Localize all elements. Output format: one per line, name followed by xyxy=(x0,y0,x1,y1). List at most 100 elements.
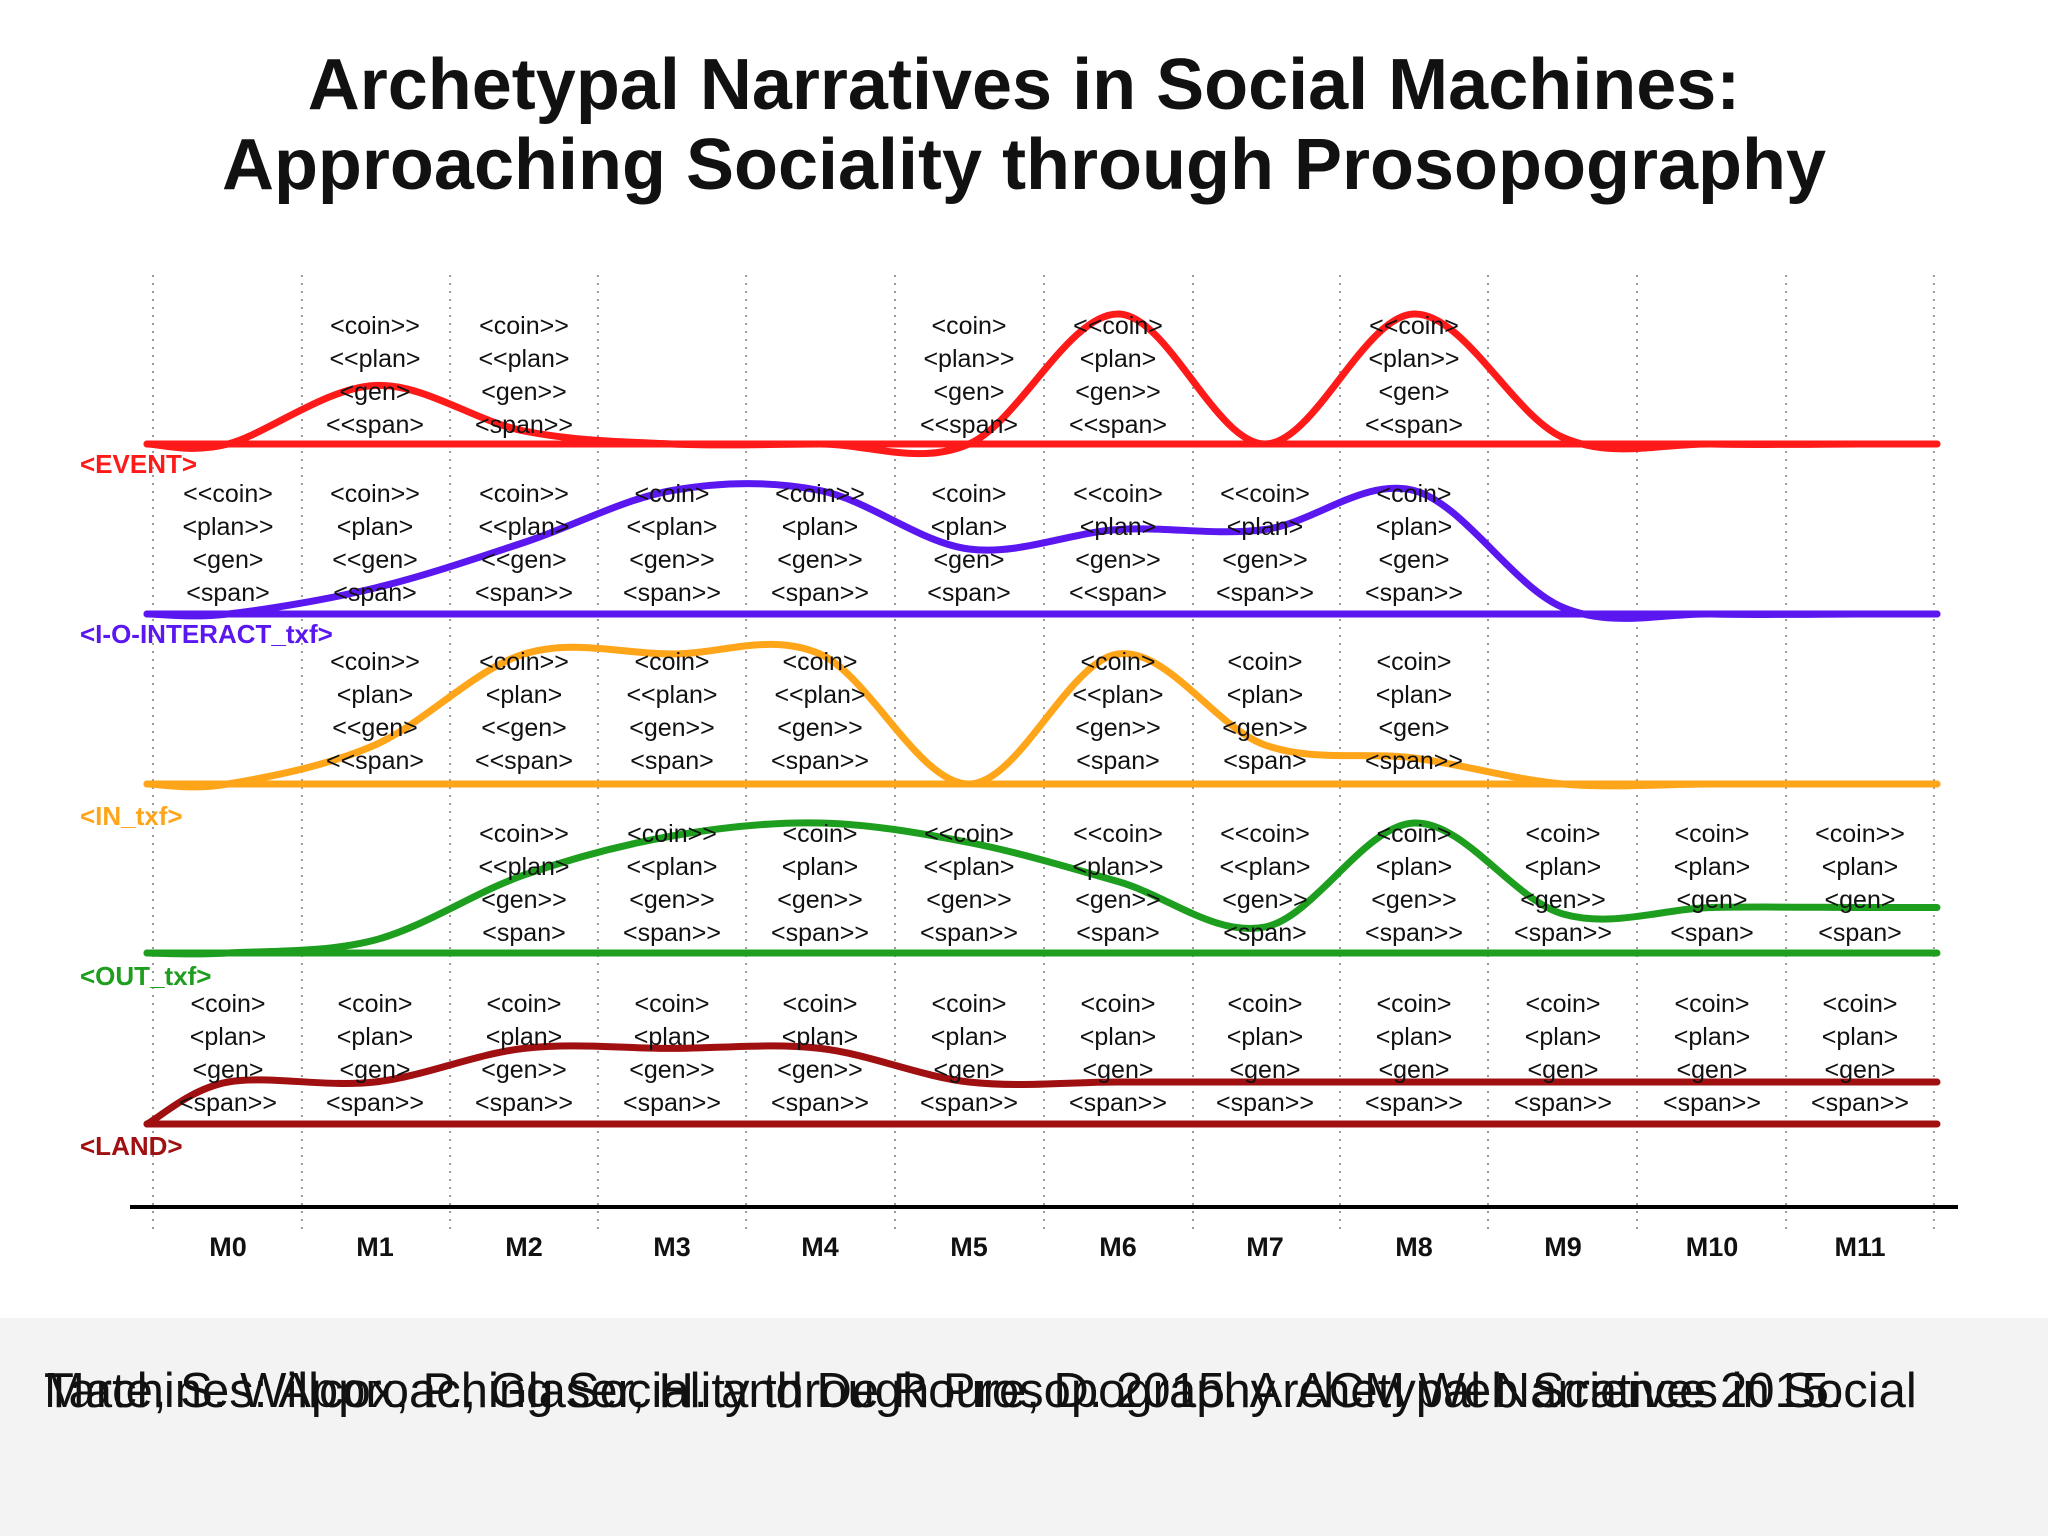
series-name: <I-O-INTERACT_txf> xyxy=(80,619,333,649)
point-label: <span>> xyxy=(1069,1089,1167,1117)
x-tick-label: M5 xyxy=(950,1232,988,1262)
point-label: <span>> xyxy=(1365,1089,1463,1117)
x-tick-label: M7 xyxy=(1246,1232,1284,1262)
point-label: <coin>> xyxy=(479,820,569,848)
point-label: <<span> xyxy=(475,747,573,775)
point-label: <span>> xyxy=(475,579,573,607)
point-label: <gen> xyxy=(1379,714,1450,742)
point-label: <<plan> xyxy=(478,513,569,541)
point-label: <span>> xyxy=(1514,919,1612,947)
point-label: <plan> xyxy=(931,513,1007,541)
point-label: <coin> xyxy=(1674,990,1749,1018)
point-label: <plan>> xyxy=(923,345,1014,373)
point-label: <plan> xyxy=(1227,681,1303,709)
point-label: <span>> xyxy=(1365,579,1463,607)
point-label: <coin> xyxy=(1227,648,1302,676)
series-bands: <coin>> <<plan> <gen> <<span> <coin>> <<plan>… xyxy=(80,310,1941,1161)
series-name: <LAND> xyxy=(80,1131,183,1161)
point-label: <span>> xyxy=(1514,1089,1612,1117)
point-label: <gen>> xyxy=(481,886,567,914)
point-label: <plan> xyxy=(782,1023,858,1051)
point-label: <span> xyxy=(1818,919,1901,947)
point-label: <gen>> xyxy=(777,886,863,914)
point-label: <gen> xyxy=(340,1056,411,1084)
point-label: <plan> xyxy=(1227,513,1303,541)
point-label: <span>> xyxy=(326,1089,424,1117)
point-label: <gen> xyxy=(1528,1056,1599,1084)
point-label: <coin> xyxy=(1376,990,1451,1018)
point-label: <span>> xyxy=(771,747,869,775)
series-name: <EVENT> xyxy=(80,449,197,479)
point-label: <<span> xyxy=(1069,579,1167,607)
point-label: <coin> xyxy=(337,990,412,1018)
point-label: <gen>> xyxy=(629,1056,715,1084)
point-label: <plan>> xyxy=(182,513,273,541)
point-label: <<coin> xyxy=(1073,820,1163,848)
point-label: <<plan> xyxy=(1072,681,1163,709)
point-label: <plan> xyxy=(1674,1023,1750,1051)
point-label: <gen> xyxy=(1230,1056,1301,1084)
point-label: <gen>> xyxy=(629,546,715,574)
point-label: <<plan> xyxy=(626,681,717,709)
point-label: <plan> xyxy=(1080,345,1156,373)
point-label: <coin> xyxy=(634,480,709,508)
point-label: <coin>> xyxy=(330,480,420,508)
series-4: <coin>> <<plan> <gen>> <span> <coin>> <<plan>… xyxy=(80,819,1941,991)
x-tick-label: M9 xyxy=(1544,1232,1582,1262)
point-label: <gen> xyxy=(340,378,411,406)
x-tick-label: M1 xyxy=(356,1232,394,1262)
point-label: <gen> xyxy=(934,378,1005,406)
point-label: <span>> xyxy=(920,1089,1018,1117)
chart-title-line-1: Archetypal Narratives in Social Machines… xyxy=(307,45,1741,125)
point-label: <span> xyxy=(927,579,1010,607)
point-label: <<gen> xyxy=(481,546,567,574)
point-label: <gen>> xyxy=(926,886,1012,914)
point-label: <plan> xyxy=(1376,681,1452,709)
series-5: <coin> <plan> <gen> <span>> <coin> <plan> <gen… xyxy=(80,990,1941,1161)
point-label: <span> xyxy=(1076,747,1159,775)
point-label: <gen>> xyxy=(629,886,715,914)
citation-line-2: Machines: Approaching Sociality through … xyxy=(44,1364,1843,1418)
x-tick-label: M2 xyxy=(505,1232,543,1262)
point-label: <coin> xyxy=(486,990,561,1018)
point-label: <gen>> xyxy=(1075,546,1161,574)
point-label: <plan> xyxy=(337,513,413,541)
point-label: <<coin> xyxy=(1220,480,1310,508)
point-label: <plan> xyxy=(337,681,413,709)
point-label: <plan> xyxy=(1674,853,1750,881)
x-tick-label: M4 xyxy=(801,1232,839,1262)
point-label: <gen> xyxy=(1379,546,1450,574)
point-label: <coin> xyxy=(1227,990,1302,1018)
point-label: <plan> xyxy=(337,1023,413,1051)
point-label: <gen> xyxy=(1677,1056,1748,1084)
point-label: <span>> xyxy=(475,1089,573,1117)
point-label: <plan> xyxy=(931,1023,1007,1051)
point-label: <gen>> xyxy=(629,714,715,742)
point-label: <plan> xyxy=(190,1023,266,1051)
citation-caption: Tarte, S. Willcox, P., Glaser, H. and De… xyxy=(0,1318,2048,1536)
point-label: <plan> xyxy=(634,1023,710,1051)
point-label: <<span> xyxy=(326,747,424,775)
point-label: <span> xyxy=(186,579,269,607)
point-label: <coin> xyxy=(1080,990,1155,1018)
point-label: <span>> xyxy=(179,1089,277,1117)
point-label: <coin> xyxy=(1525,820,1600,848)
point-label: <gen>> xyxy=(481,378,567,406)
point-label: <<gen> xyxy=(332,714,418,742)
point-label: <coin> xyxy=(1376,480,1451,508)
point-label: <coin>> xyxy=(479,480,569,508)
point-label: <<plan> xyxy=(1219,853,1310,881)
point-label: <coin> xyxy=(1674,820,1749,848)
point-label: <gen>> xyxy=(777,1056,863,1084)
point-label: <span>> xyxy=(920,919,1018,947)
point-label: <<plan> xyxy=(626,513,717,541)
series-curve xyxy=(143,819,1941,958)
point-label: <plan> xyxy=(782,513,858,541)
series-curve xyxy=(143,1042,1941,1128)
point-label: <gen>> xyxy=(1075,714,1161,742)
point-label: <plan> xyxy=(782,853,858,881)
point-label: <gen> xyxy=(193,546,264,574)
point-label: <gen>> xyxy=(1520,886,1606,914)
point-label: <gen>> xyxy=(777,714,863,742)
point-label: <<plan> xyxy=(478,853,569,881)
